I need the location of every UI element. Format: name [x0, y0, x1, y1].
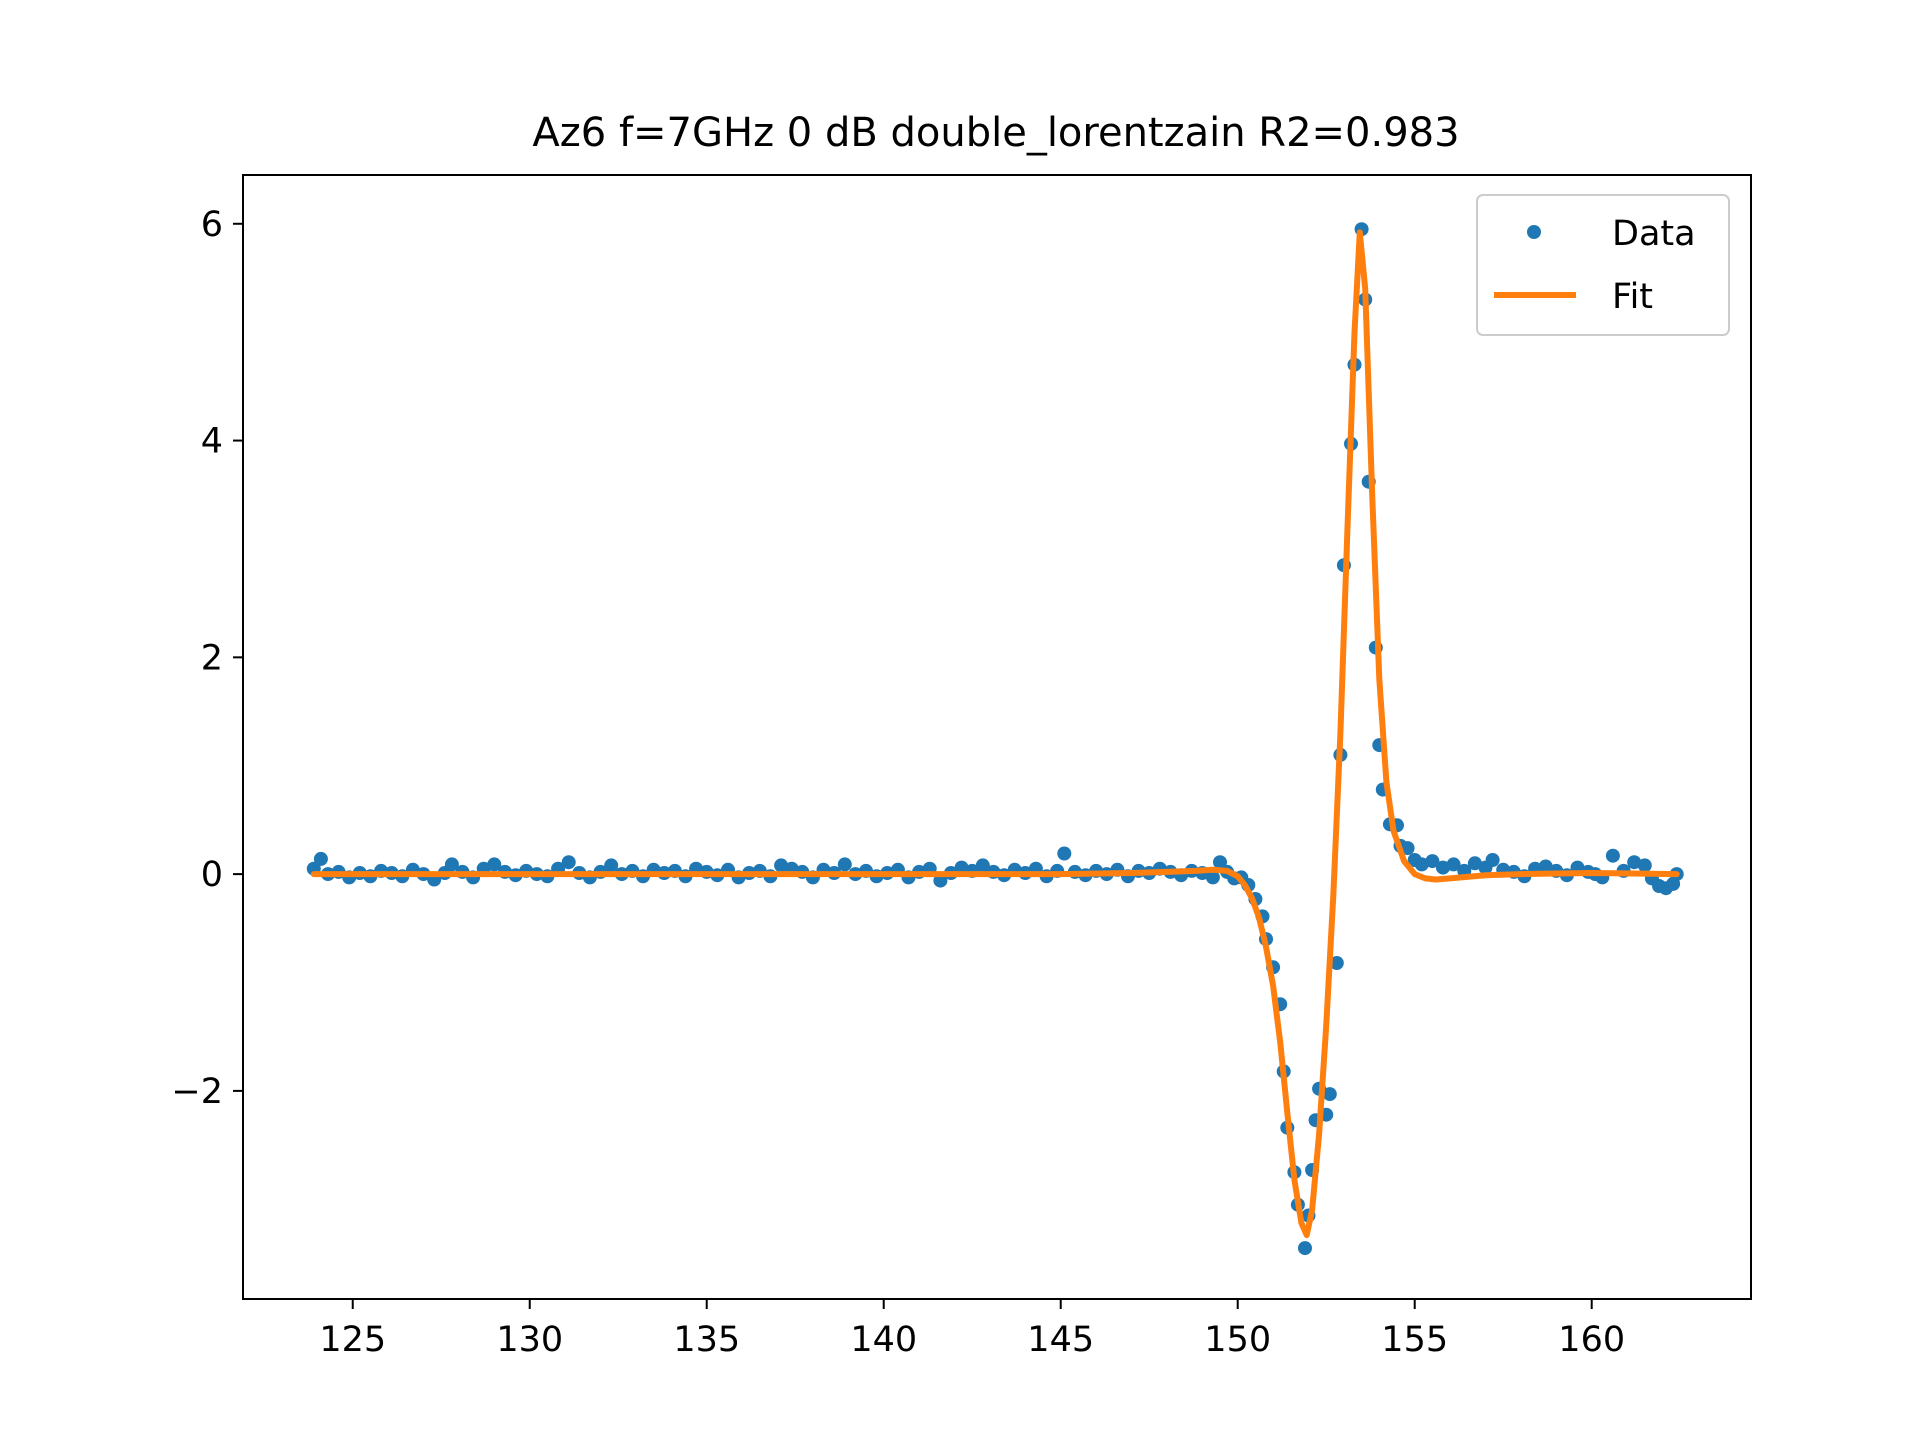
plot-frame [242, 174, 1752, 1300]
x-tick-label: 125 [319, 1320, 386, 1360]
x-tick-label: 150 [1204, 1320, 1271, 1360]
x-tick-label: 135 [673, 1320, 740, 1360]
legend-fit-label: Fit [1612, 277, 1653, 317]
y-tick-label: 6 [201, 205, 223, 245]
x-tick-label: 155 [1381, 1320, 1448, 1360]
x-tick-label: 160 [1558, 1320, 1625, 1360]
x-axis: 125 130 135 140 145 150 155 160 [319, 1299, 1625, 1360]
data-point [774, 858, 789, 873]
x-tick-label: 145 [1027, 1320, 1094, 1360]
data-point [561, 855, 576, 870]
chart-title: Az6 f=7GHz 0 dB double_lorentzain R2=0.9… [532, 110, 1459, 156]
data-point [1322, 1087, 1337, 1102]
data-series [306, 222, 1684, 1256]
data-point [1298, 1241, 1312, 1256]
data-point [1414, 857, 1429, 872]
fit-line [310, 229, 1680, 1239]
legend-data-marker [1527, 225, 1541, 239]
data-point [1627, 855, 1642, 870]
plot-area [306, 222, 1684, 1256]
data-point [1057, 846, 1072, 861]
data-point [1538, 859, 1553, 874]
data-point [1637, 858, 1652, 873]
legend-data-label: Data [1612, 214, 1696, 254]
data-point [313, 851, 328, 866]
data-point [1485, 853, 1500, 867]
data-point [1400, 841, 1415, 856]
data-point [1605, 848, 1620, 863]
data-point [975, 858, 990, 873]
data-point [1213, 855, 1227, 870]
y-axis: −2 0 2 4 6 [171, 205, 243, 1112]
y-tick-label: 2 [201, 638, 223, 678]
legend: Data Fit [1476, 194, 1730, 336]
x-tick-label: 130 [496, 1320, 563, 1360]
data-point [1446, 857, 1461, 872]
y-tick-label: 0 [201, 855, 223, 895]
data-point [444, 857, 459, 872]
data-point [1205, 870, 1220, 885]
data-point [1436, 860, 1450, 875]
data-point [1329, 956, 1344, 970]
data-point [604, 858, 619, 873]
data-point [487, 857, 502, 872]
y-tick-label: 4 [201, 422, 223, 462]
data-point [1467, 856, 1482, 871]
data-point [1425, 854, 1440, 869]
x-tick-label: 140 [850, 1320, 917, 1360]
data-point [837, 857, 852, 872]
y-tick-label: −2 [171, 1072, 223, 1112]
